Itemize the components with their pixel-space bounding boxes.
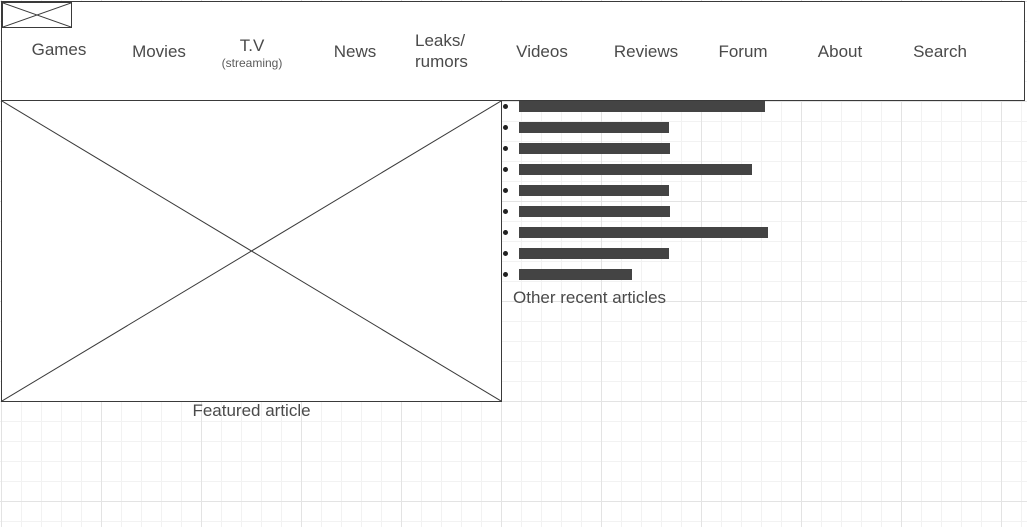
recent-articles-caption: Other recent articles: [513, 288, 667, 307]
article-title-placeholder[interactable]: [519, 101, 765, 112]
bullet-icon: [503, 125, 508, 130]
nav-item-forum-label: Forum: [718, 41, 768, 61]
bullet-icon: [503, 251, 508, 256]
list-item[interactable]: [503, 243, 768, 264]
bullet-icon: [503, 167, 508, 172]
bullet-icon: [503, 104, 508, 109]
nav-item-search[interactable]: Search: [904, 2, 976, 100]
article-title-placeholder[interactable]: [519, 122, 669, 133]
nav-item-games[interactable]: Games: [24, 0, 94, 98]
bullet-icon: [503, 230, 508, 235]
list-item[interactable]: [503, 117, 768, 138]
article-title-placeholder[interactable]: [519, 185, 669, 196]
nav-item-reviews[interactable]: Reviews: [606, 2, 686, 100]
list-item[interactable]: [503, 201, 768, 222]
article-title-placeholder[interactable]: [519, 248, 669, 259]
list-item[interactable]: [503, 138, 768, 159]
nav-item-news-label: News: [333, 41, 377, 61]
nav-item-movies-label: Movies: [132, 41, 186, 61]
article-title-placeholder[interactable]: [519, 143, 670, 154]
nav-item-about[interactable]: About: [805, 2, 875, 100]
bullet-icon: [503, 209, 508, 214]
nav-item-news[interactable]: News: [325, 2, 385, 100]
article-title-placeholder[interactable]: [519, 269, 632, 280]
nav-item-about-label: About: [817, 41, 863, 61]
logo-placeholder-icon: [3, 3, 71, 27]
nav-item-videos-label: Videos: [516, 41, 568, 61]
nav-item-movies[interactable]: Movies: [124, 2, 194, 100]
bullet-icon: [503, 272, 508, 277]
article-title-placeholder[interactable]: [519, 227, 768, 238]
nav-item-search-label: Search: [913, 41, 967, 61]
list-item[interactable]: [503, 96, 768, 117]
top-navigation-bar: Games Movies T.V (streaming) News Leaks/…: [1, 1, 1025, 101]
featured-article-image[interactable]: [1, 100, 502, 402]
nav-item-reviews-label: Reviews: [613, 41, 679, 61]
list-item[interactable]: [503, 180, 768, 201]
logo-placeholder-image[interactable]: [2, 2, 72, 28]
image-placeholder-icon: [2, 101, 501, 401]
article-title-placeholder[interactable]: [519, 206, 670, 217]
nav-item-games-label: Games: [31, 39, 87, 59]
nav-item-tv-sublabel: (streaming): [221, 55, 283, 70]
list-item[interactable]: [503, 264, 768, 285]
nav-item-videos[interactable]: Videos: [507, 2, 577, 100]
featured-article-caption: Featured article: [192, 401, 311, 420]
bullet-icon: [503, 188, 508, 193]
bullet-icon: [503, 146, 508, 151]
nav-item-leaks-rumors[interactable]: Leaks/ rumors: [407, 2, 479, 100]
nav-item-tv[interactable]: T.V (streaming): [212, 3, 292, 101]
list-item[interactable]: [503, 222, 768, 243]
nav-item-tv-label: T.V: [239, 35, 265, 55]
recent-articles-list: [503, 96, 768, 285]
nav-item-leaks-label: Leaks/: [415, 31, 466, 50]
list-item[interactable]: [503, 159, 768, 180]
article-title-placeholder[interactable]: [519, 164, 752, 175]
nav-item-rumors-label: rumors: [415, 52, 468, 71]
nav-item-forum[interactable]: Forum: [708, 2, 778, 100]
